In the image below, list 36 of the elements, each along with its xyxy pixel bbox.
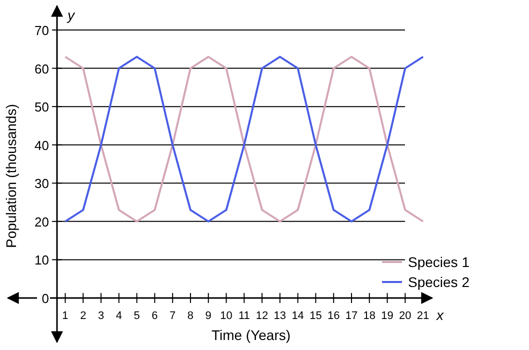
x-tick-label: 20 xyxy=(399,310,412,322)
x-tick-label: 3 xyxy=(98,310,104,322)
x-tick-label: 21 xyxy=(416,310,430,322)
x-tick-label: 1 xyxy=(62,310,68,322)
x-tick-label: 13 xyxy=(274,310,286,322)
legend-label: Species 1 xyxy=(408,254,470,270)
x-tick-label: 19 xyxy=(381,310,394,322)
x-tick-label: 11 xyxy=(238,310,250,322)
x-tick-label: 18 xyxy=(363,310,376,322)
y-tick-label: 40 xyxy=(34,138,49,153)
legend-label: Species 2 xyxy=(408,274,470,290)
y-tick-label: 0 xyxy=(42,291,49,306)
x-tick-label: 9 xyxy=(205,310,212,322)
y-tick-label: 50 xyxy=(34,100,49,115)
x-axis-title: Time (Years) xyxy=(211,327,291,343)
text: x xyxy=(436,307,444,323)
x-tick-label: 15 xyxy=(310,310,322,322)
y-tick-label: 30 xyxy=(34,176,49,192)
y-tick-label: 10 xyxy=(34,252,49,268)
x-tick-label: 4 xyxy=(116,310,122,322)
y-axis-title: Population (thousands) xyxy=(3,104,19,248)
y-tick-label: 60 xyxy=(34,61,49,76)
x-tick-label: 7 xyxy=(170,310,176,322)
line-series xyxy=(64,56,424,222)
x-tick-label: 12 xyxy=(256,310,268,322)
x-tick-label: 8 xyxy=(187,310,194,322)
text: y xyxy=(66,7,76,23)
y-tick-label: 20 xyxy=(34,214,49,230)
x-tick-label: 10 xyxy=(220,310,232,322)
y-tick-label: 70 xyxy=(34,23,49,38)
x-tick-label: 5 xyxy=(134,310,140,322)
x-tick-label: 14 xyxy=(292,310,304,322)
x-tick-label: 2 xyxy=(80,310,86,322)
x-tick-label: 6 xyxy=(152,310,158,322)
x-tick-label: 17 xyxy=(345,310,358,322)
x-tick-label: 16 xyxy=(327,310,340,322)
